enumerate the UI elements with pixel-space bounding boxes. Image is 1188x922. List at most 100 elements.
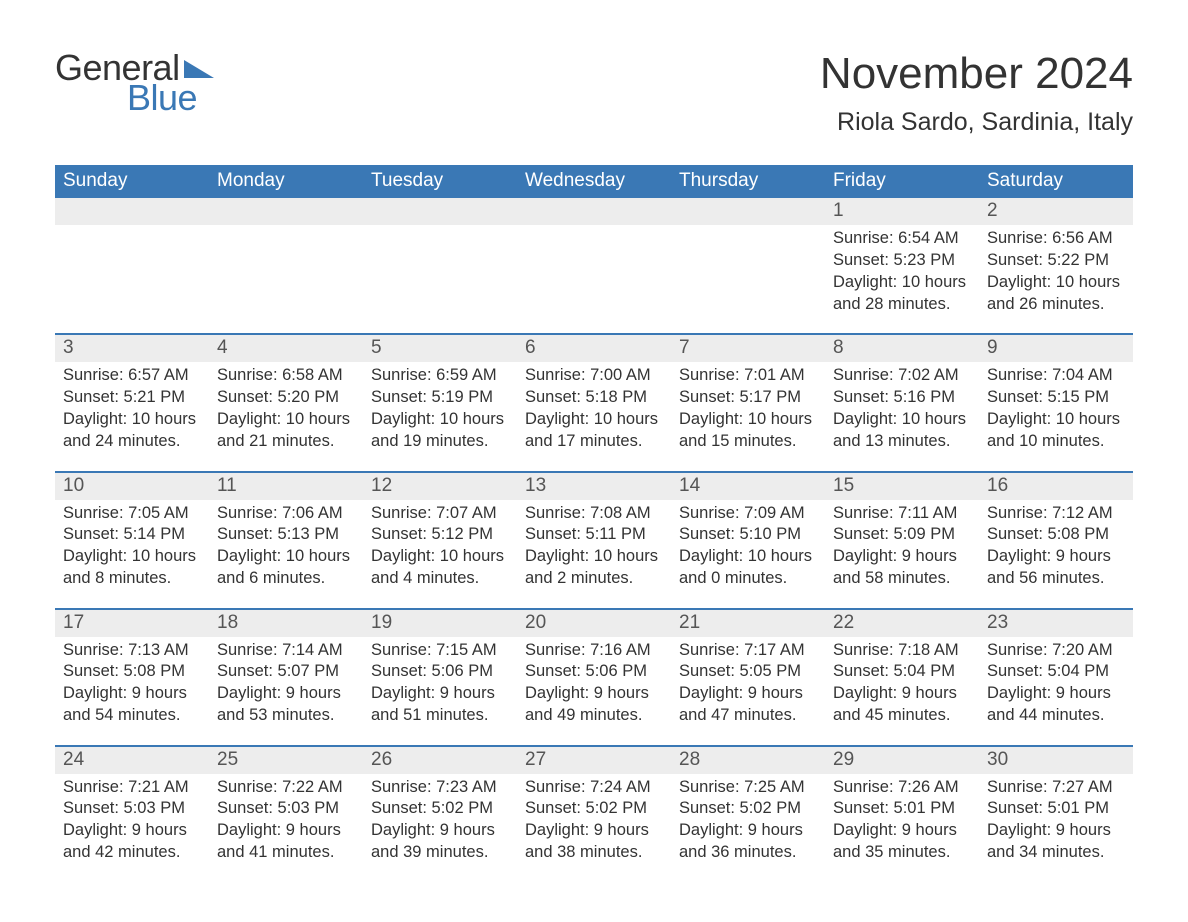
day-cell: Sunrise: 6:54 AMSunset: 5:23 PMDaylight:… xyxy=(825,225,979,333)
day-cell: Sunrise: 7:20 AMSunset: 5:04 PMDaylight:… xyxy=(979,637,1133,745)
daylight-text-2: and 15 minutes. xyxy=(679,431,817,453)
weekday-col-thu: Thursday xyxy=(671,165,825,198)
day-number: 10 xyxy=(55,473,209,500)
daylight-text-2: and 35 minutes. xyxy=(833,842,971,864)
location-subtitle: Riola Sardo, Sardinia, Italy xyxy=(820,108,1133,137)
daylight-text-1: Daylight: 10 hours xyxy=(679,546,817,568)
sunset-text: Sunset: 5:02 PM xyxy=(525,798,663,820)
weekday-col-mon: Monday xyxy=(209,165,363,198)
daylight-text-2: and 44 minutes. xyxy=(987,705,1125,727)
sunrise-text: Sunrise: 7:21 AM xyxy=(63,777,201,799)
daylight-text-1: Daylight: 10 hours xyxy=(371,409,509,431)
day-number: 15 xyxy=(825,473,979,500)
sunset-text: Sunset: 5:06 PM xyxy=(525,661,663,683)
day-cell: Sunrise: 7:22 AMSunset: 5:03 PMDaylight:… xyxy=(209,774,363,882)
month-title: November 2024 xyxy=(820,50,1133,98)
sunrise-text: Sunrise: 7:05 AM xyxy=(63,503,201,525)
sunset-text: Sunset: 5:02 PM xyxy=(679,798,817,820)
sunrise-text: Sunrise: 7:06 AM xyxy=(217,503,355,525)
day-number xyxy=(55,198,209,225)
day-number: 5 xyxy=(363,335,517,362)
sunrise-text: Sunrise: 6:58 AM xyxy=(217,365,355,387)
daylight-text-1: Daylight: 10 hours xyxy=(987,272,1125,294)
day-cell xyxy=(209,225,363,333)
sunset-text: Sunset: 5:17 PM xyxy=(679,387,817,409)
day-number: 12 xyxy=(363,473,517,500)
daylight-text-2: and 28 minutes. xyxy=(833,294,971,316)
weekday-col-sat: Saturday xyxy=(979,165,1133,198)
day-number xyxy=(209,198,363,225)
daylight-text-1: Daylight: 10 hours xyxy=(371,546,509,568)
day-number: 21 xyxy=(671,610,825,637)
day-number: 13 xyxy=(517,473,671,500)
brand-name-part2: Blue xyxy=(127,80,197,116)
day-number: 23 xyxy=(979,610,1133,637)
daylight-text-1: Daylight: 10 hours xyxy=(833,272,971,294)
daylight-text-1: Daylight: 9 hours xyxy=(525,683,663,705)
day-cell: Sunrise: 7:15 AMSunset: 5:06 PMDaylight:… xyxy=(363,637,517,745)
weekday-col-fri: Friday xyxy=(825,165,979,198)
sunrise-text: Sunrise: 7:02 AM xyxy=(833,365,971,387)
daylight-text-2: and 49 minutes. xyxy=(525,705,663,727)
sunrise-text: Sunrise: 7:04 AM xyxy=(987,365,1125,387)
daylight-text-1: Daylight: 10 hours xyxy=(679,409,817,431)
day-number: 8 xyxy=(825,335,979,362)
day-number: 25 xyxy=(209,747,363,774)
weekday-col-sun: Sunday xyxy=(55,165,209,198)
day-number: 22 xyxy=(825,610,979,637)
day-cell xyxy=(55,225,209,333)
sunset-text: Sunset: 5:15 PM xyxy=(987,387,1125,409)
daylight-text-1: Daylight: 10 hours xyxy=(63,546,201,568)
daylight-text-2: and 34 minutes. xyxy=(987,842,1125,864)
day-number: 20 xyxy=(517,610,671,637)
day-cell: Sunrise: 7:27 AMSunset: 5:01 PMDaylight:… xyxy=(979,774,1133,882)
daylight-text-2: and 26 minutes. xyxy=(987,294,1125,316)
header-row: General Blue November 2024 Riola Sardo, … xyxy=(55,50,1133,137)
day-number: 18 xyxy=(209,610,363,637)
sunrise-text: Sunrise: 7:24 AM xyxy=(525,777,663,799)
daylight-text-2: and 0 minutes. xyxy=(679,568,817,590)
sunrise-text: Sunrise: 7:00 AM xyxy=(525,365,663,387)
sunset-text: Sunset: 5:07 PM xyxy=(217,661,355,683)
daylight-text-2: and 39 minutes. xyxy=(371,842,509,864)
daylight-text-2: and 17 minutes. xyxy=(525,431,663,453)
day-number: 17 xyxy=(55,610,209,637)
sunset-text: Sunset: 5:14 PM xyxy=(63,524,201,546)
daylight-text-1: Daylight: 9 hours xyxy=(987,546,1125,568)
daynum-band: 12 xyxy=(55,198,1133,225)
week-row: 3456789Sunrise: 6:57 AMSunset: 5:21 PMDa… xyxy=(55,333,1133,470)
sunset-text: Sunset: 5:09 PM xyxy=(833,524,971,546)
sunrise-text: Sunrise: 7:11 AM xyxy=(833,503,971,525)
sunrise-text: Sunrise: 7:13 AM xyxy=(63,640,201,662)
daylight-text-2: and 6 minutes. xyxy=(217,568,355,590)
sunset-text: Sunset: 5:05 PM xyxy=(679,661,817,683)
day-number: 19 xyxy=(363,610,517,637)
daylight-text-1: Daylight: 10 hours xyxy=(63,409,201,431)
day-number: 30 xyxy=(979,747,1133,774)
daylight-text-2: and 2 minutes. xyxy=(525,568,663,590)
day-number: 14 xyxy=(671,473,825,500)
day-number: 24 xyxy=(55,747,209,774)
daylight-text-2: and 53 minutes. xyxy=(217,705,355,727)
daylight-text-2: and 42 minutes. xyxy=(63,842,201,864)
daylight-text-2: and 13 minutes. xyxy=(833,431,971,453)
day-cell: Sunrise: 6:56 AMSunset: 5:22 PMDaylight:… xyxy=(979,225,1133,333)
day-cell: Sunrise: 7:06 AMSunset: 5:13 PMDaylight:… xyxy=(209,500,363,608)
daylight-text-1: Daylight: 9 hours xyxy=(833,546,971,568)
daylight-text-2: and 47 minutes. xyxy=(679,705,817,727)
daynum-band: 17181920212223 xyxy=(55,610,1133,637)
daylight-text-1: Daylight: 9 hours xyxy=(371,820,509,842)
daylight-text-1: Daylight: 10 hours xyxy=(217,409,355,431)
day-cell: Sunrise: 7:09 AMSunset: 5:10 PMDaylight:… xyxy=(671,500,825,608)
sunset-text: Sunset: 5:01 PM xyxy=(833,798,971,820)
sunset-text: Sunset: 5:18 PM xyxy=(525,387,663,409)
daylight-text-1: Daylight: 9 hours xyxy=(987,820,1125,842)
sunset-text: Sunset: 5:03 PM xyxy=(63,798,201,820)
sunset-text: Sunset: 5:03 PM xyxy=(217,798,355,820)
sunset-text: Sunset: 5:19 PM xyxy=(371,387,509,409)
day-cell: Sunrise: 7:26 AMSunset: 5:01 PMDaylight:… xyxy=(825,774,979,882)
sunrise-text: Sunrise: 7:12 AM xyxy=(987,503,1125,525)
weeks-container: 12Sunrise: 6:54 AMSunset: 5:23 PMDayligh… xyxy=(55,198,1133,881)
daylight-text-2: and 45 minutes. xyxy=(833,705,971,727)
day-cell: Sunrise: 7:23 AMSunset: 5:02 PMDaylight:… xyxy=(363,774,517,882)
